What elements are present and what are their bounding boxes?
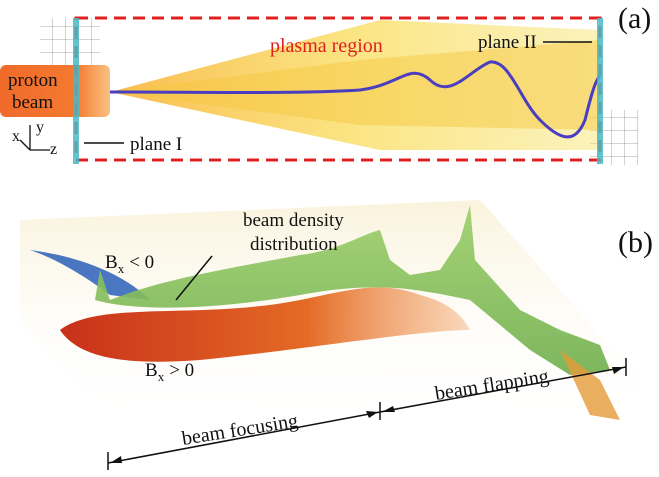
beam-core xyxy=(110,40,600,130)
beam-label: proton xyxy=(8,70,58,91)
field-relation: > 0 xyxy=(169,360,194,381)
panel-b: (b) beam density distribution Bx < 0 Bx > … xyxy=(20,200,653,470)
beam-label: beam xyxy=(12,92,53,113)
panel-label: (a) xyxy=(618,2,651,35)
leader-line xyxy=(175,255,213,301)
range-arrows xyxy=(107,358,627,470)
beam-density-ridge xyxy=(95,205,610,375)
panel-label: (b) xyxy=(618,226,653,259)
axes-icon: x y z xyxy=(12,119,57,158)
field-subscript: x xyxy=(158,369,165,384)
field-subscript: x xyxy=(118,261,125,276)
field-relation: < 0 xyxy=(129,252,154,273)
field-symbol: B xyxy=(145,360,158,381)
field-label: Bx < 0 xyxy=(105,252,154,276)
negative-lobe xyxy=(30,250,150,300)
positive-density xyxy=(60,287,470,362)
region-label: plasma region xyxy=(270,35,383,57)
plane-2 xyxy=(597,18,603,164)
plane-label: plane II xyxy=(478,32,537,53)
axis-label: x xyxy=(12,128,20,145)
proton-beam xyxy=(0,65,110,117)
density-label: distribution xyxy=(250,234,338,255)
plane-label: plane I xyxy=(130,134,182,155)
axis-label: z xyxy=(50,141,57,158)
flapping-tail xyxy=(560,350,620,420)
beam-centroid xyxy=(109,60,602,139)
field-label: Bx > 0 xyxy=(145,360,194,384)
axis-label: y xyxy=(36,119,44,136)
density-label: beam density xyxy=(243,210,344,231)
field-symbol: B xyxy=(105,252,118,273)
panel-a: (a) plasma region plane II proton beam p… xyxy=(0,2,651,165)
plane-1 xyxy=(73,18,79,164)
grid-backdrop xyxy=(40,18,100,66)
